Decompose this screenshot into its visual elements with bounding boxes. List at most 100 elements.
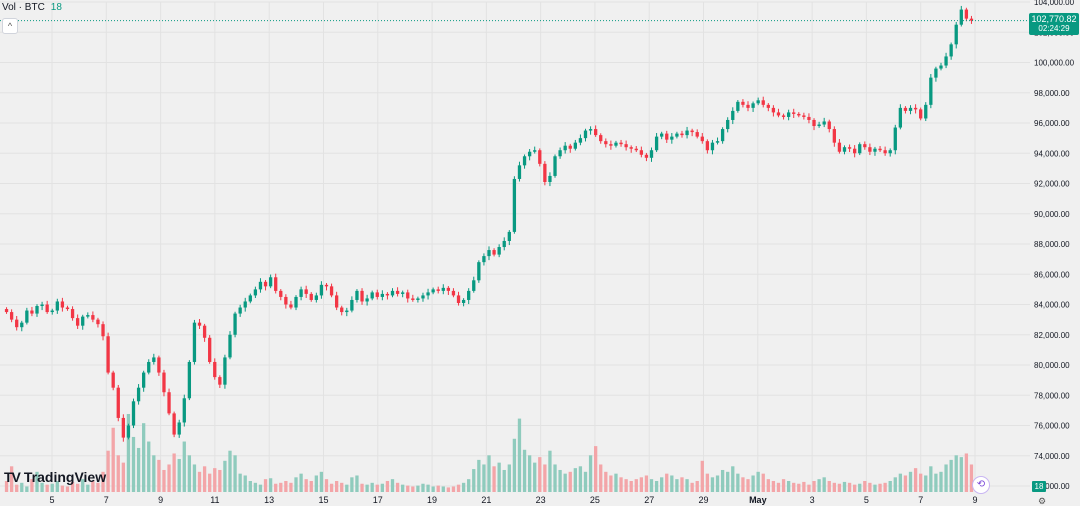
candle-body — [944, 56, 948, 66]
candle-body — [609, 144, 613, 146]
candle-body — [258, 281, 263, 290]
volume-bar — [690, 482, 694, 492]
volume-bar — [883, 482, 887, 492]
x-tick-label: 11 — [210, 495, 219, 505]
volume-bar — [218, 469, 222, 492]
volume-bar — [873, 484, 877, 492]
volume-bar — [223, 460, 227, 492]
volume-bar — [959, 457, 963, 492]
candle-body — [30, 310, 34, 314]
candle-body — [421, 295, 425, 299]
gear-icon[interactable]: ⚙ — [1038, 496, 1047, 506]
candle-body — [96, 319, 100, 325]
volume-bar — [30, 479, 34, 492]
volume-bar — [299, 473, 303, 492]
volume-bar — [898, 473, 903, 492]
candle-body — [680, 133, 684, 136]
collapse-indicator-button[interactable]: ^ — [2, 18, 18, 34]
candle-body — [25, 310, 29, 323]
volume-bar — [192, 464, 197, 492]
volume-bar — [512, 438, 517, 492]
candle-body — [690, 130, 694, 133]
volume-bar — [497, 462, 501, 492]
volume-axis-badge: 18 — [1032, 481, 1046, 492]
volume-bar — [268, 478, 273, 492]
candle-body — [9, 312, 14, 320]
candle-body — [726, 119, 730, 130]
volume-bar — [903, 475, 908, 492]
candle-body — [538, 150, 542, 164]
candle-body — [507, 231, 511, 241]
candle-body — [863, 144, 867, 148]
volume-bar — [15, 484, 19, 492]
candle-body — [167, 392, 171, 414]
candle-body — [35, 306, 39, 314]
y-tick-label: 80,000.00 — [1034, 361, 1070, 370]
candle-body — [467, 290, 471, 300]
candle-body — [685, 130, 689, 136]
candle-body — [152, 357, 156, 362]
candle-body — [60, 301, 65, 308]
candle-body — [939, 65, 943, 69]
volume-bar — [878, 483, 882, 492]
volume-bar — [370, 482, 374, 492]
volume-bar — [55, 480, 59, 492]
volume-bar — [65, 486, 70, 492]
candle-body — [279, 290, 283, 297]
volume-bar — [136, 447, 141, 492]
volume-indicator-label[interactable]: Vol · BTC 18 — [2, 2, 62, 13]
volume-bar — [553, 464, 557, 492]
candle-body — [700, 136, 704, 142]
candle-body — [111, 372, 115, 388]
volume-bar — [406, 485, 410, 492]
candle-body — [497, 247, 501, 255]
candle-body — [614, 142, 618, 146]
candle-body — [268, 277, 273, 287]
volume-bar — [253, 482, 258, 492]
candle-body — [472, 280, 476, 291]
candle-body — [924, 104, 928, 119]
volume-bar — [543, 464, 547, 492]
volume-bar — [395, 482, 400, 492]
candle-body — [45, 304, 49, 313]
volume-bar — [548, 450, 552, 492]
volume-bar — [324, 479, 329, 492]
candle-body — [116, 387, 120, 418]
candle-body — [380, 293, 385, 297]
replay-icon[interactable]: ⟲ — [972, 476, 990, 494]
candle-body — [218, 377, 222, 385]
candle-body — [827, 121, 831, 130]
candle-body — [771, 107, 776, 113]
candle-body — [131, 401, 136, 426]
volume-bar — [609, 475, 613, 492]
volume-bar — [726, 471, 730, 492]
volume-bar — [761, 473, 765, 492]
candle-body — [223, 357, 227, 385]
candle-body — [893, 127, 897, 151]
volume-bar — [629, 480, 633, 492]
volume-bar — [578, 466, 583, 492]
volume-bar — [487, 455, 491, 492]
candle-body — [593, 129, 598, 136]
candle-body — [736, 101, 740, 111]
y-tick-label: 90,000.00 — [1034, 210, 1070, 219]
volume-bar — [81, 479, 85, 492]
tradingview-logo[interactable]: TV TradingView — [4, 469, 106, 485]
x-tick-label: 17 — [373, 495, 383, 505]
candle-body — [461, 299, 466, 303]
volume-bar — [654, 480, 659, 492]
candle-body — [319, 284, 324, 296]
candle-body — [903, 107, 908, 111]
volume-bar — [50, 483, 54, 492]
volume-bar — [837, 483, 842, 492]
candle-body — [634, 148, 638, 151]
volume-bar — [436, 485, 440, 492]
volume-bar — [853, 484, 857, 492]
candle-body — [15, 319, 19, 328]
volume-bar — [954, 455, 958, 492]
volume-bar — [9, 466, 14, 492]
volume-bar — [375, 484, 379, 492]
candle-body — [954, 24, 958, 45]
